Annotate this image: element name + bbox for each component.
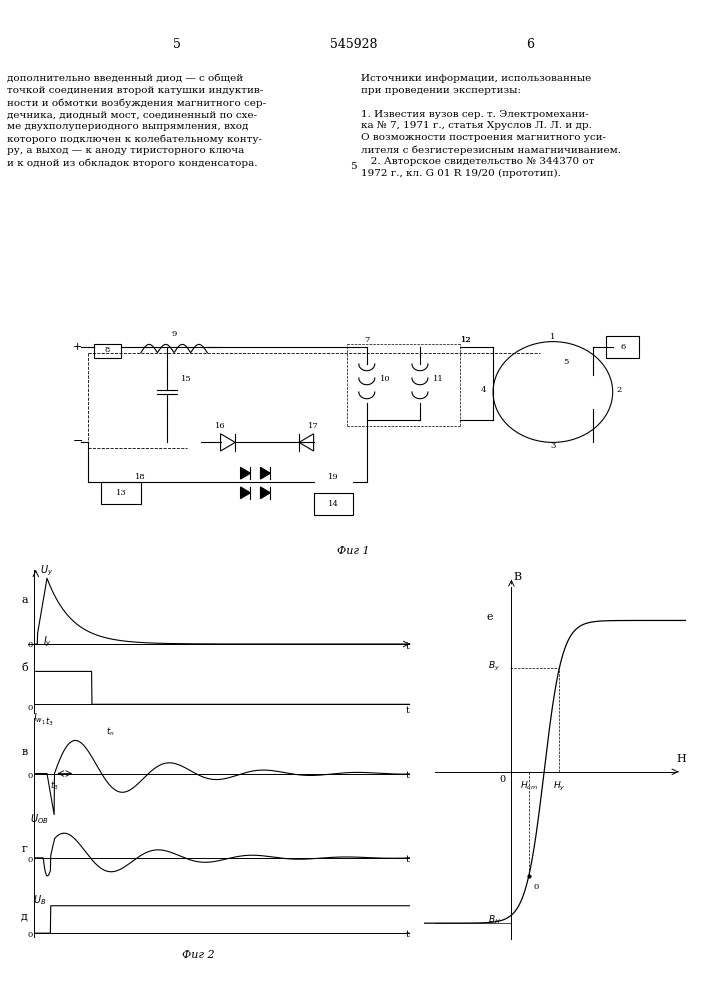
Text: 3: 3 [550, 442, 556, 450]
Text: дополнительно введенный диод — с общей
точкой соединения второй катушки индуктив: дополнительно введенный диод — с общей т… [7, 74, 267, 168]
Polygon shape [260, 467, 270, 479]
Text: в: в [21, 747, 28, 757]
Text: $U_{OB}$: $U_{OB}$ [30, 813, 49, 826]
Text: t: t [407, 771, 410, 780]
Text: 10: 10 [380, 375, 391, 383]
Text: $B_H$: $B_H$ [488, 914, 501, 926]
Text: 0: 0 [533, 883, 539, 891]
Text: 2: 2 [616, 386, 621, 394]
Text: $t_3$: $t_3$ [50, 779, 59, 792]
Text: 6: 6 [620, 343, 625, 351]
Text: 5: 5 [173, 38, 181, 51]
Text: 0: 0 [28, 772, 33, 780]
Text: −: − [72, 435, 83, 448]
Text: $U_y$: $U_y$ [40, 564, 54, 578]
Text: 14: 14 [328, 500, 339, 508]
Text: 545928: 545928 [329, 38, 378, 51]
Text: 6: 6 [526, 38, 534, 51]
Text: Фиг 2: Фиг 2 [182, 950, 214, 960]
Bar [101, 482, 141, 504]
Text: $B_y$: $B_y$ [489, 659, 501, 673]
Text: 0: 0 [28, 931, 33, 939]
Text: Фиг 1: Фиг 1 [337, 546, 370, 556]
Polygon shape [240, 487, 250, 499]
Text: 7: 7 [364, 336, 370, 344]
Text: $I_{w_1}$: $I_{w_1}$ [33, 712, 46, 727]
Text: t: t [407, 855, 410, 864]
Text: 9: 9 [171, 330, 177, 338]
Text: 12: 12 [461, 336, 472, 344]
Text: 0: 0 [500, 775, 506, 784]
Text: е: е [486, 612, 493, 622]
Text: 5: 5 [563, 358, 569, 366]
Text: $H_{cm}$: $H_{cm}$ [520, 780, 538, 792]
Text: $H_y$: $H_y$ [553, 780, 566, 793]
Polygon shape [240, 467, 250, 479]
Text: $I_y$: $I_y$ [42, 634, 52, 649]
Bar [606, 336, 639, 358]
Text: 8: 8 [105, 346, 110, 354]
Text: 0: 0 [28, 641, 33, 649]
Text: +: + [73, 342, 83, 352]
Text: б: б [21, 663, 28, 673]
Text: $U_B$: $U_B$ [33, 893, 46, 907]
Text: 0: 0 [28, 856, 33, 864]
Text: 13: 13 [115, 489, 127, 497]
Text: t: t [407, 930, 410, 939]
Text: 0: 0 [28, 704, 33, 712]
Text: 16: 16 [215, 422, 226, 430]
Bar [314, 493, 354, 515]
Bar [94, 344, 121, 358]
Text: а: а [21, 595, 28, 605]
Text: 12: 12 [461, 336, 472, 344]
Text: 19: 19 [328, 473, 339, 481]
Text: $t_n$: $t_n$ [106, 725, 115, 738]
Text: 5: 5 [350, 162, 357, 171]
Text: г: г [22, 844, 28, 854]
Text: 17: 17 [308, 422, 319, 430]
Text: 11: 11 [433, 375, 444, 383]
Text: 1: 1 [550, 333, 556, 341]
Text: 15: 15 [181, 375, 192, 383]
Text: 18: 18 [136, 473, 146, 481]
Text: t: t [407, 706, 410, 715]
Text: H: H [677, 754, 686, 764]
Text: $t_3$: $t_3$ [45, 715, 53, 728]
Text: B: B [514, 572, 522, 582]
Text: t: t [407, 642, 410, 651]
Text: 4: 4 [481, 386, 486, 394]
Text: Источники информации, использованные
при проведении экспертизы:

1. Известия вуз: Источники информации, использованные при… [361, 74, 621, 178]
Text: д: д [21, 911, 28, 921]
Polygon shape [260, 487, 270, 499]
